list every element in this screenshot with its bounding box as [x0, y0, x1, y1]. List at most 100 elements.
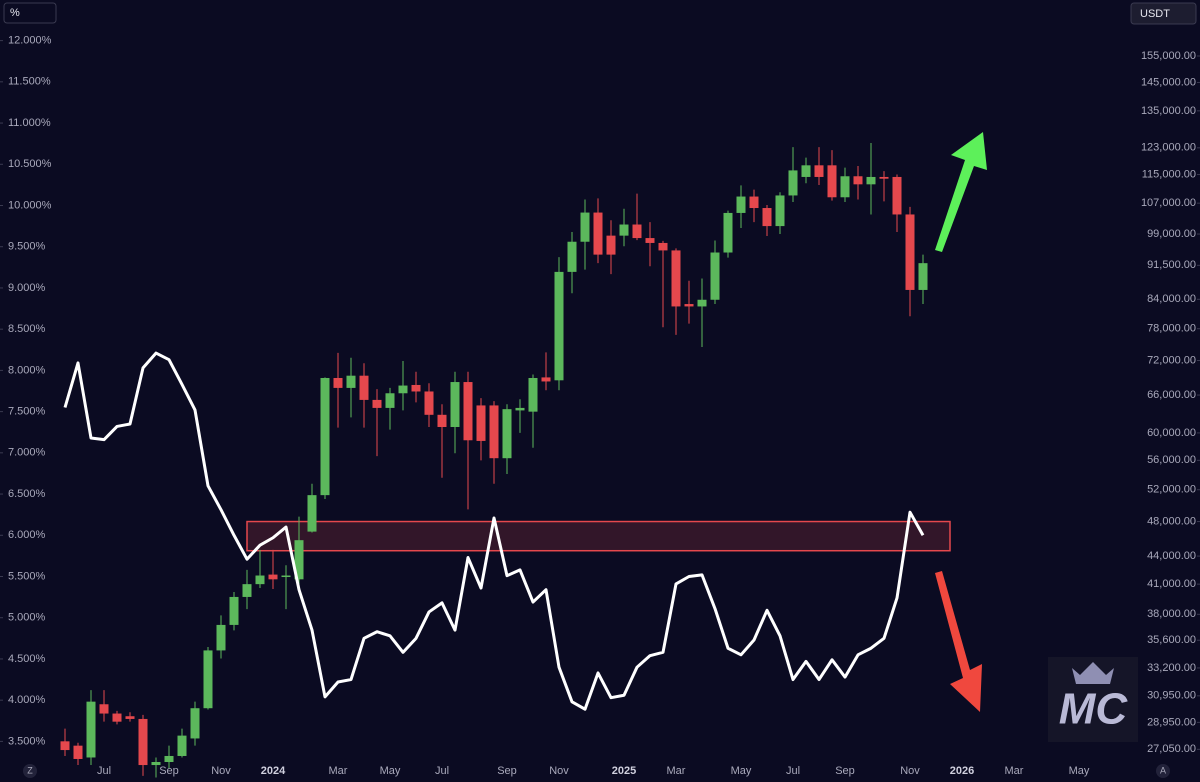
candle-body	[710, 252, 720, 300]
candle-body	[268, 574, 278, 580]
y2-tick-label: 66,000.00	[1147, 389, 1196, 401]
candle-body	[684, 304, 694, 307]
right-unit: USDT	[1140, 8, 1170, 20]
candle-body	[515, 407, 525, 411]
candle-body	[606, 235, 616, 255]
candle-body	[697, 299, 707, 307]
y2-tick-label: 123,000.00	[1141, 142, 1196, 154]
candle-body	[255, 575, 265, 585]
y2-tick-label: 107,000.00	[1141, 197, 1196, 209]
y-tick-label: 10.000%	[8, 199, 52, 211]
zone-layer	[246, 520, 951, 552]
candle-body	[151, 762, 161, 766]
x-tick-label: Nov	[211, 765, 231, 777]
y-tick-label: 12.000%	[8, 35, 52, 47]
line-layer	[63, 351, 925, 711]
x-tick-label: Mar	[329, 765, 348, 777]
candle-body	[450, 382, 460, 428]
candle-body	[164, 755, 174, 762]
x-tick-label: May	[731, 765, 752, 777]
y-tick-label: 9.000%	[8, 282, 46, 294]
x-tick-label: Jul	[97, 765, 111, 777]
candles-layer	[60, 143, 928, 778]
y2-tick-label: 35,600.00	[1147, 634, 1196, 646]
y2-tick-label: 84,000.00	[1147, 293, 1196, 305]
candle-body	[86, 701, 96, 758]
candle-body	[463, 382, 473, 441]
y-tick-label: 4.000%	[8, 694, 46, 706]
y-tick-label: 6.000%	[8, 529, 46, 541]
down-arrow	[935, 571, 982, 712]
candle-body	[242, 584, 252, 597]
candle-body	[788, 170, 798, 196]
corner-left-circle	[23, 764, 37, 778]
candle-body	[216, 624, 226, 651]
y2-tick-label: 33,200.00	[1147, 662, 1196, 674]
y2-tick-label: 38,000.00	[1147, 608, 1196, 620]
candle-body	[476, 405, 486, 441]
candle-body	[892, 176, 902, 215]
candle-body	[294, 540, 304, 580]
y2-tick-label: 41,000.00	[1147, 578, 1196, 590]
candle-body	[398, 385, 408, 394]
candle-body	[554, 271, 564, 381]
up-arrow	[935, 132, 987, 252]
candle-body	[99, 704, 109, 714]
candle-body	[60, 741, 70, 751]
x-tick-label: Nov	[900, 765, 920, 777]
y2-tick-label: 155,000.00	[1141, 50, 1196, 62]
y-tick-label: 5.000%	[8, 612, 46, 624]
candle-body	[580, 212, 590, 242]
y2-tick-label: 78,000.00	[1147, 323, 1196, 335]
corner-right-circle	[1156, 764, 1170, 778]
candle-body	[775, 195, 785, 227]
x-tick-label: 2026	[950, 765, 974, 777]
x-tick-label: Mar	[667, 765, 686, 777]
candle-body	[814, 165, 824, 177]
y-tick-label: 10.500%	[8, 158, 52, 170]
candle-body	[489, 405, 499, 459]
candle-body	[671, 250, 681, 307]
candle-body	[125, 716, 135, 719]
candle-body	[502, 409, 512, 459]
y2-tick-label: 60,000.00	[1147, 427, 1196, 439]
candle-body	[229, 596, 239, 625]
candle-body	[853, 176, 863, 185]
candle-body	[73, 745, 83, 759]
candle-body	[177, 735, 187, 756]
y-tick-label: 8.500%	[8, 323, 46, 335]
y2-tick-label: 56,000.00	[1147, 454, 1196, 466]
candle-body	[736, 196, 746, 213]
candle-body	[749, 196, 759, 209]
y2-tick-label: 145,000.00	[1141, 76, 1196, 88]
candle-body	[411, 384, 421, 392]
candle-body	[346, 375, 356, 388]
y-tick-label: 7.000%	[8, 447, 46, 459]
candle-body	[281, 575, 291, 578]
candle-body	[333, 377, 343, 388]
highlight-zone	[246, 520, 951, 552]
candle-body	[567, 241, 577, 272]
candle-body	[528, 377, 538, 412]
y2-tick-label: 72,000.00	[1147, 354, 1196, 366]
yield-line	[63, 351, 925, 711]
x-tick-label: Jul	[435, 765, 449, 777]
candle-body	[372, 399, 382, 408]
candle-body	[762, 208, 772, 227]
candle-body	[827, 165, 837, 198]
x-tick-label: 2025	[612, 765, 636, 777]
candle-body	[424, 391, 434, 415]
x-tick-label: May	[380, 765, 401, 777]
y-tick-label: 11.000%	[8, 117, 51, 129]
y2-tick-label: 27,050.00	[1147, 743, 1196, 755]
y-tick-label: 9.500%	[8, 241, 46, 253]
candle-body	[203, 650, 213, 709]
y-tick-label: 7.500%	[8, 406, 46, 418]
y-tick-label: 11.500%	[8, 76, 51, 88]
candle-body	[138, 718, 148, 766]
x-tick-label: Sep	[159, 765, 179, 777]
candle-body	[866, 176, 876, 185]
y-tick-label: 6.500%	[8, 488, 46, 500]
